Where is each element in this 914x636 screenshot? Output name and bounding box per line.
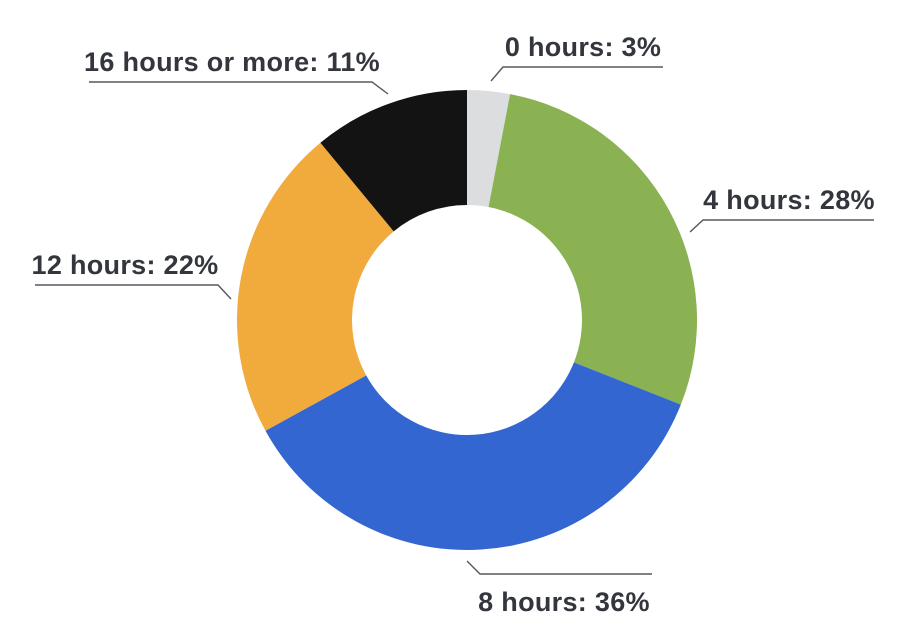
leader-lines <box>35 66 874 575</box>
donut-slice-12-hours <box>237 142 394 431</box>
donut-slice-8-hours <box>265 362 681 550</box>
leader-line-12-hours <box>35 284 232 300</box>
leader-line-4-hours <box>689 219 874 233</box>
donut-slices <box>237 90 698 550</box>
slice-label-0-hours: 0 hours: 3% <box>505 32 661 62</box>
slice-labels: 0 hours: 3% 4 hours: 28% 8 hours: 36% 12… <box>32 32 875 617</box>
slice-label-12-hours: 12 hours: 22% <box>32 250 219 280</box>
leader-line-16-hours-or-more <box>89 81 389 95</box>
donut-slice-4-hours <box>488 94 698 405</box>
leader-line-0-hours <box>490 66 663 82</box>
donut-slice-16-hours-or-more <box>320 90 467 232</box>
slice-label-4-hours: 4 hours: 28% <box>703 185 875 215</box>
donut-slice-0-hours <box>467 90 511 208</box>
leader-line-8-hours <box>466 560 652 575</box>
slice-label-16-hours-or-more: 16 hours or more: 11% <box>84 47 380 77</box>
slice-label-8-hours: 8 hours: 36% <box>478 587 650 617</box>
